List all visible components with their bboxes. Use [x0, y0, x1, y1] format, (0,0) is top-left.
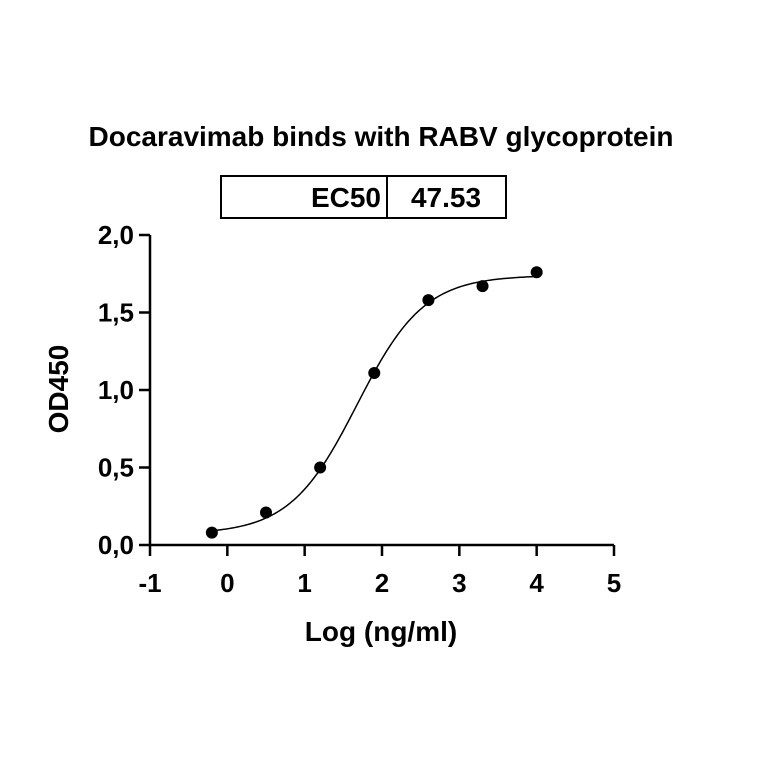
data-point: [260, 506, 272, 519]
x-tick-label: -1: [138, 568, 161, 598]
x-axis-label: Log (ng/ml): [305, 616, 457, 647]
data-point: [205, 526, 218, 539]
y-axis-label: OD450: [43, 345, 74, 434]
data-point: [368, 366, 381, 379]
chart-title: Docaravimab binds with RABV glycoprotein: [89, 121, 674, 152]
data-point: [476, 280, 489, 293]
y-tick-label: 1,0: [98, 375, 134, 405]
x-tick-label: 2: [375, 568, 389, 598]
y-tick-label: 2,0: [98, 220, 134, 250]
y-tick-label: 0,5: [98, 453, 134, 483]
fit-curve: [211, 275, 537, 532]
x-tick-label: 1: [297, 568, 311, 598]
ec50-table-frame: [220, 175, 507, 219]
x-tick-label: 5: [607, 568, 621, 598]
y-axis: 0,0 0,5 1,0 1,5 2,0: [98, 220, 152, 560]
data-point: [530, 266, 543, 279]
y-tick-label: 1,5: [98, 298, 134, 328]
ec50-value: 47.53: [411, 182, 481, 213]
y-tick-label: 0,0: [98, 530, 134, 560]
data-point: [314, 461, 327, 474]
x-tick-label: 4: [529, 568, 544, 598]
plot-area: [205, 266, 543, 539]
x-tick-label: 3: [452, 568, 466, 598]
x-axis: -1 0 1 2 3 4 5: [138, 543, 621, 598]
ec50-table: EC50 47.53: [220, 175, 507, 219]
x-tick-label: 0: [220, 568, 234, 598]
ec50-label: EC50: [311, 182, 381, 213]
data-point: [422, 294, 435, 307]
